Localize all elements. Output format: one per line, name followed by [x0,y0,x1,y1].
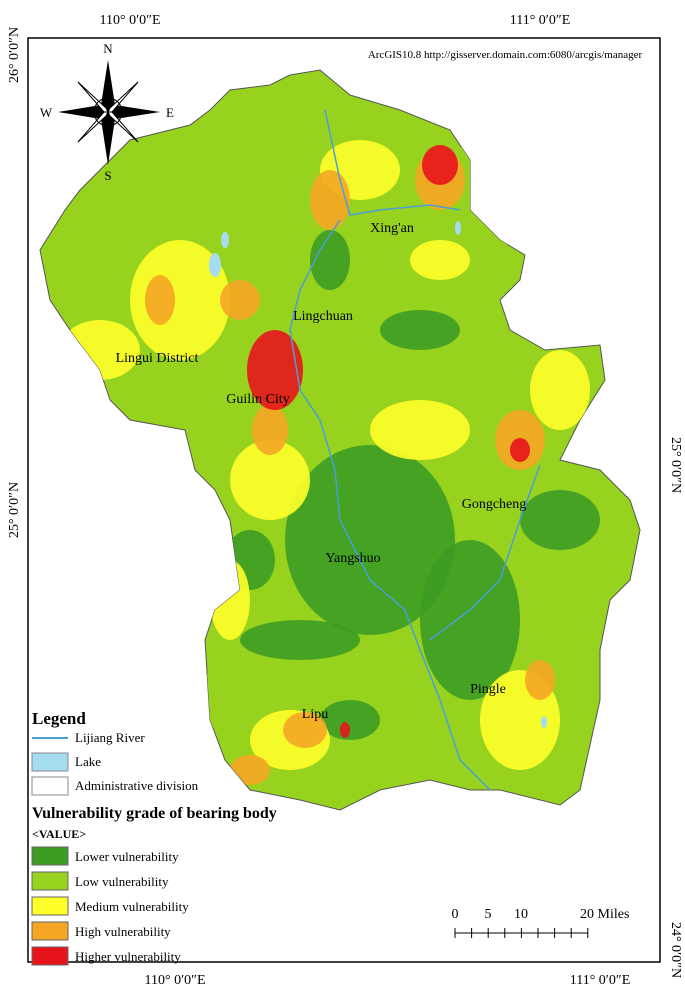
place-label: Yangshuo [325,551,380,566]
grade-area [240,620,360,660]
legend-grade-swatch [31,896,69,916]
lake [209,253,221,277]
grade-area [422,145,458,185]
coord-right: 25° 0′0″N [668,437,683,493]
legend-grade-label: Higher vulnerability [75,949,181,964]
credit: ArcGIS10.8 http://gisserver.domain.com:6… [368,49,643,61]
legend-grade-swatch [31,871,69,891]
legend-grade-swatch [31,846,69,866]
lake [455,221,461,235]
grade-area [270,135,330,185]
terrain: Xing'an Lingchuan Lingui District Guilin Ci… [39,69,641,811]
scale-bar: 0 5 10 20 Miles [452,907,629,938]
grade-area [310,170,350,230]
coord-left: 25° 0′0″N [7,482,22,538]
compass: N S W E [40,41,174,183]
legend-value-header: <VALUE> [32,827,86,841]
grade-area [520,490,600,550]
scale-label: 20 Miles [580,907,629,922]
river [324,109,461,216]
grade-area [380,310,460,350]
grade-area [530,350,590,430]
grade-area [285,445,455,635]
grade-area [525,660,555,700]
grade-area [230,755,270,785]
compass-s: S [104,168,111,183]
place-label: Xing'an [370,221,414,236]
coord-bottom: 111° 0′0″E [570,973,631,988]
grade-area [340,722,350,738]
grade-area [283,712,327,748]
legend-item-label: Lake [75,754,101,769]
scale-label: 0 [452,907,459,922]
legend-grade-label: Low vulnerability [75,874,169,889]
place-label: Lipu [302,707,328,722]
legend-title: Legend [32,709,86,728]
place-label: Pingle [470,682,506,697]
grade-area [145,275,175,325]
river [289,219,491,791]
legend-grade-swatch [31,921,69,941]
coord-top: 111° 0′0″E [510,13,571,28]
coord-right: 24° 0′0″N [668,922,683,978]
compass-n: N [103,41,113,56]
place-label: Gongcheng [462,497,527,512]
coord-left: 26° 0′0″N [7,27,22,83]
place-label: Lingui District [116,351,199,366]
legend-grade-label: High vulnerability [75,924,171,939]
grade-area [252,405,288,455]
grade-area [420,540,520,700]
coord-top: 110° 0′0″E [99,13,160,28]
legend-grade-label: Lower vulnerability [75,849,179,864]
grade-area [310,230,350,290]
grade-area [510,438,530,462]
legend-lake-symbol [31,752,69,772]
legend-admin-symbol [31,776,69,796]
place-label: Lingchuan [293,309,353,324]
legend: Legend Vulnerability grade of bearing bo… [31,709,277,966]
grade-area [220,280,260,320]
river [429,464,541,641]
legend-grade-swatch [31,946,69,966]
legend-item-label: Administrative division [75,778,199,793]
lake [221,232,229,248]
grade-area [230,440,310,520]
coord-bottom: 110° 0′0″E [144,973,205,988]
grade-area [247,330,303,410]
lake [541,716,547,728]
grade-area [320,700,380,740]
scale-label: 10 [514,907,528,922]
grade-area [370,400,470,460]
scale-label: 5 [485,907,492,922]
legend-grade-label: Medium vulnerability [75,899,189,914]
grade-area [130,240,230,360]
grade-area [410,240,470,280]
legend-item-label: Lijiang River [75,730,145,745]
compass-w: W [40,105,53,120]
compass-e: E [166,105,174,120]
place-label: Guilin City [226,392,289,407]
legend-subtitle: Vulnerability grade of bearing body [32,805,277,822]
